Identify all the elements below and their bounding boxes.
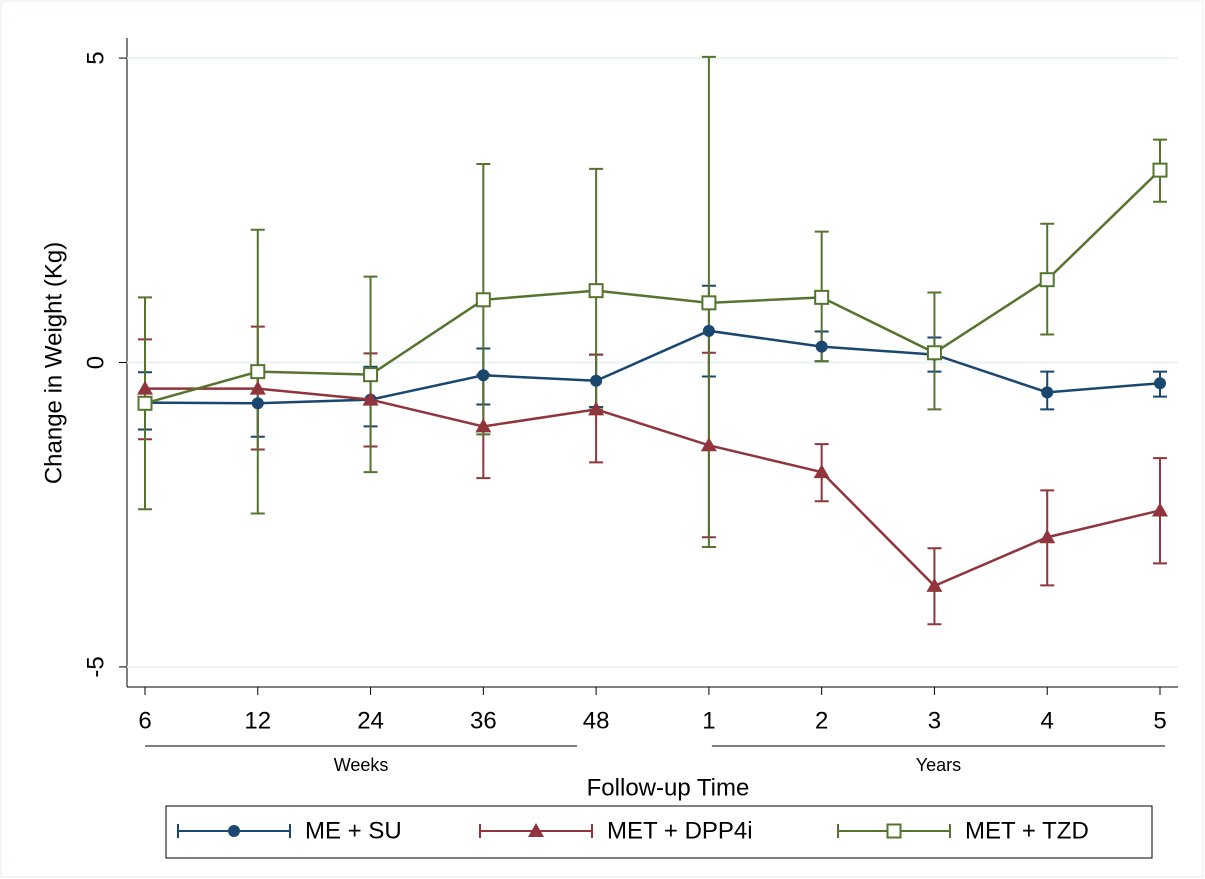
y-tick-label: -5	[82, 656, 109, 677]
point	[814, 289, 830, 305]
x-tick-label: 4	[1041, 707, 1054, 734]
point	[1041, 386, 1054, 399]
point	[926, 345, 942, 361]
series-line	[144, 329, 1161, 405]
y-axis-title: Change in Weight (Kg)	[40, 242, 67, 484]
group-label: Years	[916, 755, 961, 775]
x-tick-label: 1	[702, 707, 715, 734]
point	[363, 367, 379, 383]
point	[1152, 162, 1168, 178]
point	[137, 380, 153, 395]
point	[250, 364, 266, 380]
series-line	[145, 387, 1161, 588]
point	[702, 324, 715, 337]
legend-marker	[886, 823, 902, 839]
point	[701, 295, 717, 311]
point	[362, 391, 379, 406]
x-tick-label: 48	[583, 707, 610, 734]
x-tick-label: 3	[928, 707, 941, 734]
legend-marker	[528, 823, 544, 837]
x-tick-label: 2	[815, 707, 828, 734]
point	[477, 369, 490, 382]
x-axis-title: Follow-up Time	[587, 774, 750, 801]
point	[137, 395, 153, 411]
point	[1152, 502, 1168, 517]
y-tick-label: 5	[82, 51, 109, 64]
legend-box	[165, 805, 1153, 859]
point	[813, 464, 830, 479]
point	[1154, 377, 1166, 390]
series-line	[144, 169, 1161, 405]
point	[251, 397, 264, 410]
legend-label: MET + TZD	[965, 817, 1089, 844]
x-tick-label: 24	[357, 707, 384, 734]
point	[1039, 529, 1056, 544]
point	[590, 374, 603, 387]
legend-label: MET + DPP4i	[607, 817, 753, 844]
point	[926, 577, 943, 592]
point	[815, 340, 828, 353]
point	[588, 283, 604, 299]
group-label: Weeks	[334, 755, 389, 775]
legend-label: ME + SU	[305, 817, 402, 844]
legend-marker	[228, 825, 240, 837]
point	[1039, 272, 1055, 288]
y-tick-label: 0	[82, 356, 109, 369]
point	[475, 418, 492, 433]
point	[249, 380, 266, 395]
point	[588, 401, 605, 416]
x-tick-label: 12	[244, 707, 271, 734]
point	[700, 437, 717, 452]
x-tick-label: 36	[470, 707, 497, 734]
x-tick-label: 6	[138, 707, 151, 734]
point	[475, 292, 491, 308]
x-tick-label: 5	[1153, 707, 1166, 734]
